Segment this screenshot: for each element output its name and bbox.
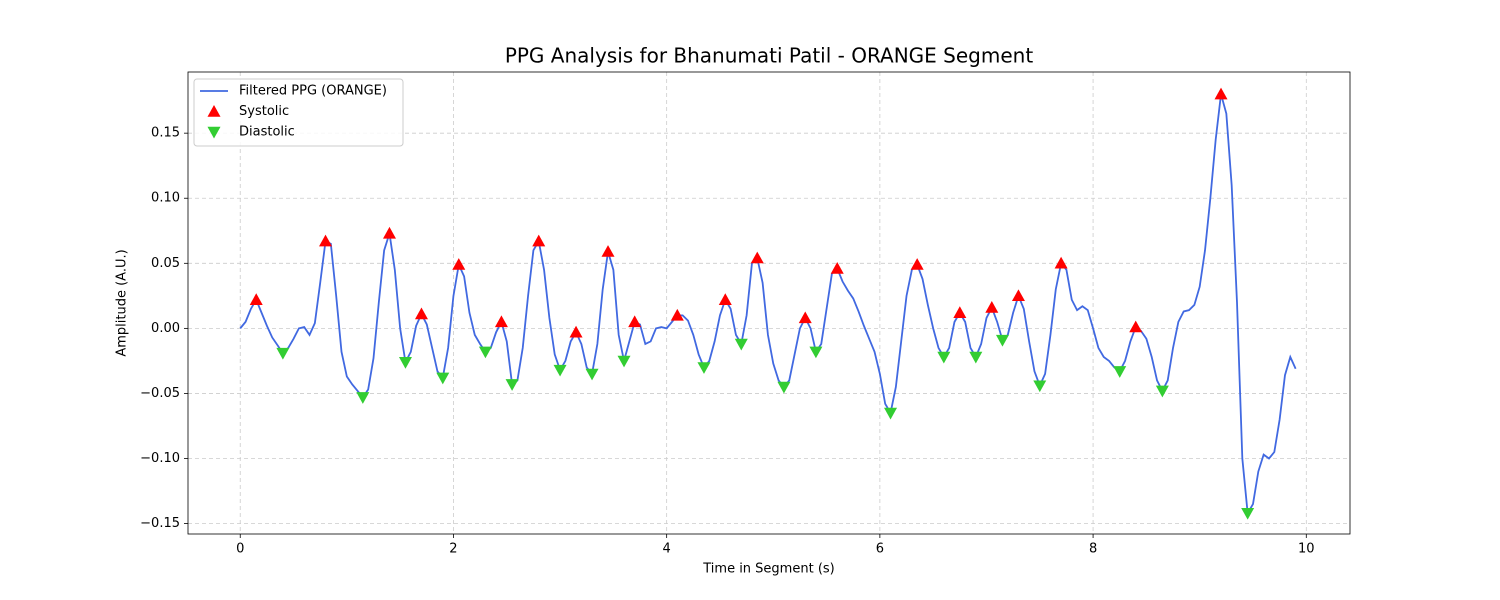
- marker: [809, 346, 823, 359]
- x-tick-label: 10: [1298, 542, 1315, 557]
- plot-frame: [187, 71, 1351, 535]
- marker: [750, 251, 764, 264]
- y-tick-label: 0.00: [151, 321, 180, 336]
- marker: [995, 334, 1009, 347]
- marker: [356, 392, 370, 404]
- marker: [718, 293, 732, 305]
- marker: [1155, 385, 1169, 398]
- marker: [319, 234, 333, 247]
- y-tick-label: 0.15: [151, 126, 180, 141]
- y-tick-label: 0.10: [151, 191, 180, 206]
- x-tick-label: 8: [1089, 542, 1097, 557]
- x-axis-label: Time in Segment (s): [702, 562, 834, 577]
- marker: [382, 226, 396, 239]
- marker: [697, 362, 711, 374]
- marker: [532, 234, 546, 247]
- x-tick-label: 4: [663, 542, 671, 557]
- marker: [601, 245, 615, 257]
- marker: [585, 368, 599, 381]
- marker: [1113, 366, 1127, 378]
- x-tick-label: 6: [876, 542, 884, 557]
- marker: [436, 372, 450, 385]
- y-tick-label: −0.15: [140, 516, 180, 531]
- marker: [830, 262, 844, 274]
- chart-title: PPG Analysis for Bhanumati Patil - ORANG…: [505, 44, 1034, 68]
- y-tick-label: −0.05: [140, 386, 180, 401]
- legend-swatch: [207, 105, 221, 117]
- marker: [553, 364, 567, 377]
- marker: [617, 355, 631, 368]
- marker: [398, 357, 412, 369]
- y-axis-label: Amplitude (A.U.): [115, 249, 130, 356]
- marker: [734, 338, 748, 351]
- marker: [452, 258, 466, 270]
- marker: [910, 258, 924, 270]
- marker: [414, 307, 428, 320]
- marker: [1129, 320, 1143, 333]
- marker: [628, 315, 642, 328]
- marker: [1214, 87, 1228, 100]
- marker: [249, 293, 263, 305]
- marker: [494, 315, 508, 328]
- x-tick-label: 0: [236, 542, 244, 557]
- marker: [1054, 256, 1068, 269]
- y-tick-label: 0.05: [151, 256, 180, 271]
- legend-swatch: [207, 126, 221, 139]
- legend-box: [193, 78, 404, 147]
- marker: [505, 379, 519, 391]
- marker: [985, 301, 999, 313]
- marker: [937, 351, 951, 364]
- legend-label: Filtered PPG (ORANGE): [239, 84, 387, 99]
- marker: [884, 407, 898, 420]
- marker: [1241, 507, 1255, 520]
- x-tick-label: 2: [449, 542, 457, 557]
- marker: [1033, 380, 1047, 393]
- marker: [276, 347, 290, 360]
- legend-label: Systolic: [239, 104, 289, 119]
- legend-label: Diastolic: [239, 125, 295, 140]
- marker: [1011, 289, 1025, 302]
- marker: [953, 306, 967, 318]
- marker: [798, 311, 812, 324]
- marker: [569, 325, 583, 338]
- marker: [478, 346, 492, 359]
- y-tick-label: −0.10: [140, 451, 180, 466]
- data-line: [239, 93, 1297, 517]
- marker: [777, 381, 791, 394]
- marker: [670, 308, 684, 321]
- marker: [969, 351, 983, 364]
